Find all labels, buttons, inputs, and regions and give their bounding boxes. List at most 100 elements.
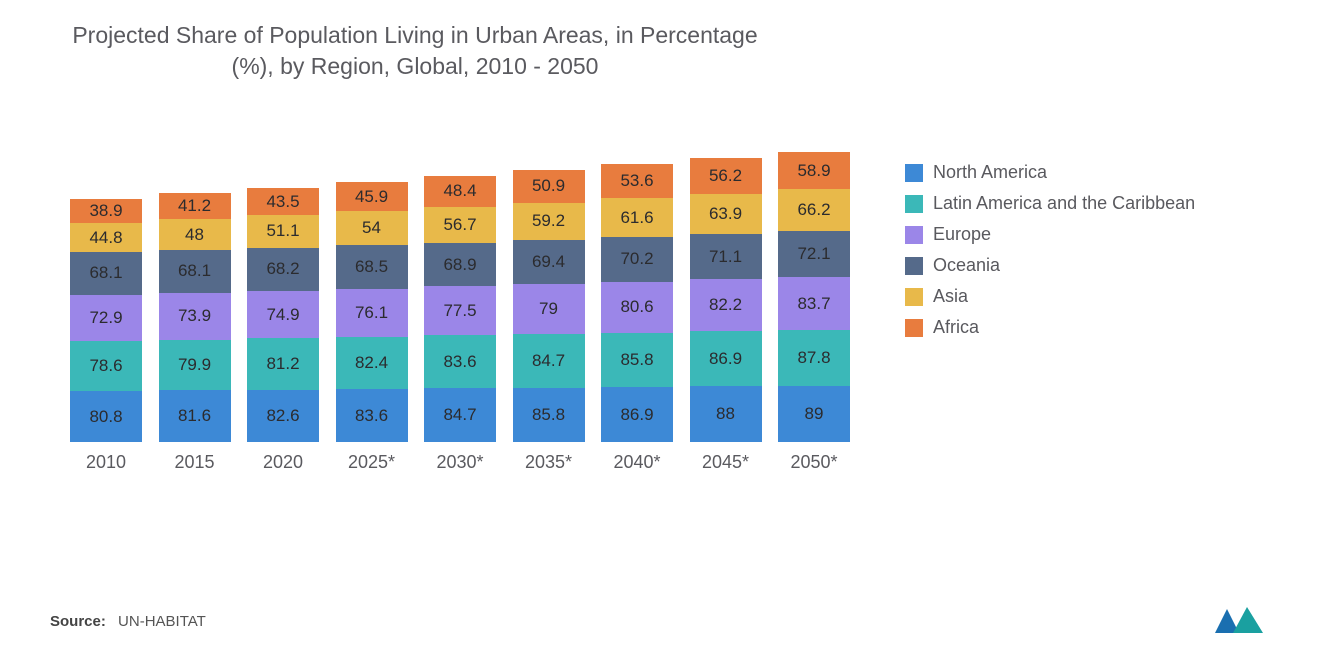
bar-segment: 59.2 [513, 203, 585, 241]
bar-value-label: 50.9 [532, 176, 565, 196]
legend-swatch [905, 164, 923, 182]
legend-swatch [905, 195, 923, 213]
bar-segment: 83.6 [336, 389, 408, 442]
bar-segment: 43.5 [247, 188, 319, 216]
bar-value-label: 85.8 [620, 350, 653, 370]
bar-value-label: 79 [539, 299, 558, 319]
bar-segment: 48 [159, 219, 231, 249]
x-axis-label: 2050* [778, 452, 850, 482]
bar-segment: 68.1 [159, 250, 231, 293]
bar-segment: 80.8 [70, 391, 142, 442]
bar-value-label: 84.7 [532, 351, 565, 371]
bar-stack: 85.884.77969.459.250.9 [513, 170, 585, 442]
bar-value-label: 83.7 [797, 294, 830, 314]
bar-value-label: 61.6 [620, 208, 653, 228]
bar-segment: 86.9 [690, 331, 762, 386]
bar-segment: 61.6 [601, 198, 673, 237]
bar-segment: 44.8 [70, 223, 142, 251]
bar-segment: 88 [690, 386, 762, 442]
bar-segment: 71.1 [690, 234, 762, 279]
bar-segment: 51.1 [247, 215, 319, 247]
legend-label: Oceania [933, 255, 1000, 276]
bar-stack: 86.985.880.670.261.653.6 [601, 164, 673, 442]
bar-value-label: 58.9 [797, 161, 830, 181]
bar-column: 84.783.677.568.956.748.4 [424, 176, 496, 442]
bar-value-label: 54 [362, 218, 381, 238]
bar-segment: 83.6 [424, 335, 496, 388]
bar-segment: 76.1 [336, 289, 408, 337]
legend-item: Europe [905, 224, 1195, 245]
bar-segment: 81.2 [247, 338, 319, 389]
bar-segment: 68.9 [424, 243, 496, 287]
bar-value-label: 82.4 [355, 353, 388, 373]
legend-label: North America [933, 162, 1047, 183]
bar-stack: 88 86.9 82.2 71.1 63.9 56.2 [690, 158, 762, 442]
x-axis-label: 2010 [70, 452, 142, 482]
bar-segment: 80.6 [601, 282, 673, 333]
bar-column: 85.884.77969.459.250.9 [513, 170, 585, 442]
title-wrap: Projected Share of Population Living in … [50, 20, 770, 82]
plot-area: 80.878.672.968.144.838.981.679.973.968.1… [50, 152, 870, 482]
bar-stack: 89 87.8 83.7 72.1 66.2 58.9 [778, 152, 850, 442]
bar-value-label: 69.4 [532, 252, 565, 272]
bar-segment: 54 [336, 211, 408, 245]
bar-segment: 79 [513, 284, 585, 334]
legend-item: Asia [905, 286, 1195, 307]
bar-value-label: 89 [805, 404, 824, 424]
bar-segment: 45.9 [336, 182, 408, 211]
bar-segment: 82.4 [336, 337, 408, 389]
x-axis-label: 2030* [424, 452, 496, 482]
bar-value-label: 41.2 [178, 196, 211, 216]
bar-stack: 84.783.677.568.956.748.4 [424, 176, 496, 442]
bar-segment: 56.7 [424, 207, 496, 243]
bar-column: 89 87.8 83.7 72.1 66.2 58.9 [778, 152, 850, 442]
bar-segment: 63.9 [690, 194, 762, 234]
bar-segment: 69.4 [513, 240, 585, 284]
legend: North AmericaLatin America and the Carib… [905, 162, 1195, 348]
legend-swatch [905, 226, 923, 244]
bar-segment: 74.9 [247, 291, 319, 338]
bar-column: 83.6 82.4 76.1 68.5 54 45.9 [336, 182, 408, 442]
legend-item: North America [905, 162, 1195, 183]
bar-value-label: 87.8 [797, 348, 830, 368]
x-axis-label: 2020 [247, 452, 319, 482]
legend-label: Africa [933, 317, 979, 338]
bar-column: 80.878.672.968.144.838.9 [70, 199, 142, 442]
bar-value-label: 56.7 [443, 215, 476, 235]
bar-segment: 56.2 [690, 158, 762, 194]
bar-value-label: 56.2 [709, 166, 742, 186]
bar-segment: 72.1 [778, 231, 850, 277]
bar-value-label: 68.1 [178, 261, 211, 281]
bar-stack: 83.6 82.4 76.1 68.5 54 45.9 [336, 182, 408, 442]
bar-segment: 68.2 [247, 248, 319, 291]
legend-swatch [905, 288, 923, 306]
bar-value-label: 78.6 [89, 356, 122, 376]
bar-segment: 72.9 [70, 295, 142, 341]
bar-value-label: 76.1 [355, 303, 388, 323]
x-axis-label: 2025* [336, 452, 408, 482]
bar-segment: 85.8 [601, 333, 673, 387]
bar-segment: 50.9 [513, 170, 585, 202]
bar-value-label: 48.4 [443, 181, 476, 201]
bar-value-label: 68.5 [355, 257, 388, 277]
bar-value-label: 70.2 [620, 249, 653, 269]
bar-value-label: 63.9 [709, 204, 742, 224]
legend-item: Oceania [905, 255, 1195, 276]
x-axis-label: 2015 [159, 452, 231, 482]
bar-segment: 87.8 [778, 330, 850, 386]
bar-value-label: 72.9 [89, 308, 122, 328]
bar-value-label: 66.2 [797, 200, 830, 220]
bar-value-label: 51.1 [266, 221, 299, 241]
bar-segment: 77.5 [424, 286, 496, 335]
bar-stack: 80.878.672.968.144.838.9 [70, 199, 142, 442]
chart-container: Projected Share of Population Living in … [0, 0, 1320, 665]
brand-logo-icon [1213, 605, 1265, 635]
bar-value-label: 80.8 [89, 407, 122, 427]
bar-value-label: 86.9 [709, 349, 742, 369]
bar-segment: 81.6 [159, 390, 231, 442]
bar-value-label: 82.2 [709, 295, 742, 315]
legend-label: Europe [933, 224, 991, 245]
bar-column: 81.679.973.968.14841.2 [159, 193, 231, 442]
bar-column: 88 86.9 82.2 71.1 63.9 56.2 [690, 158, 762, 442]
bar-segment: 86.9 [601, 387, 673, 442]
